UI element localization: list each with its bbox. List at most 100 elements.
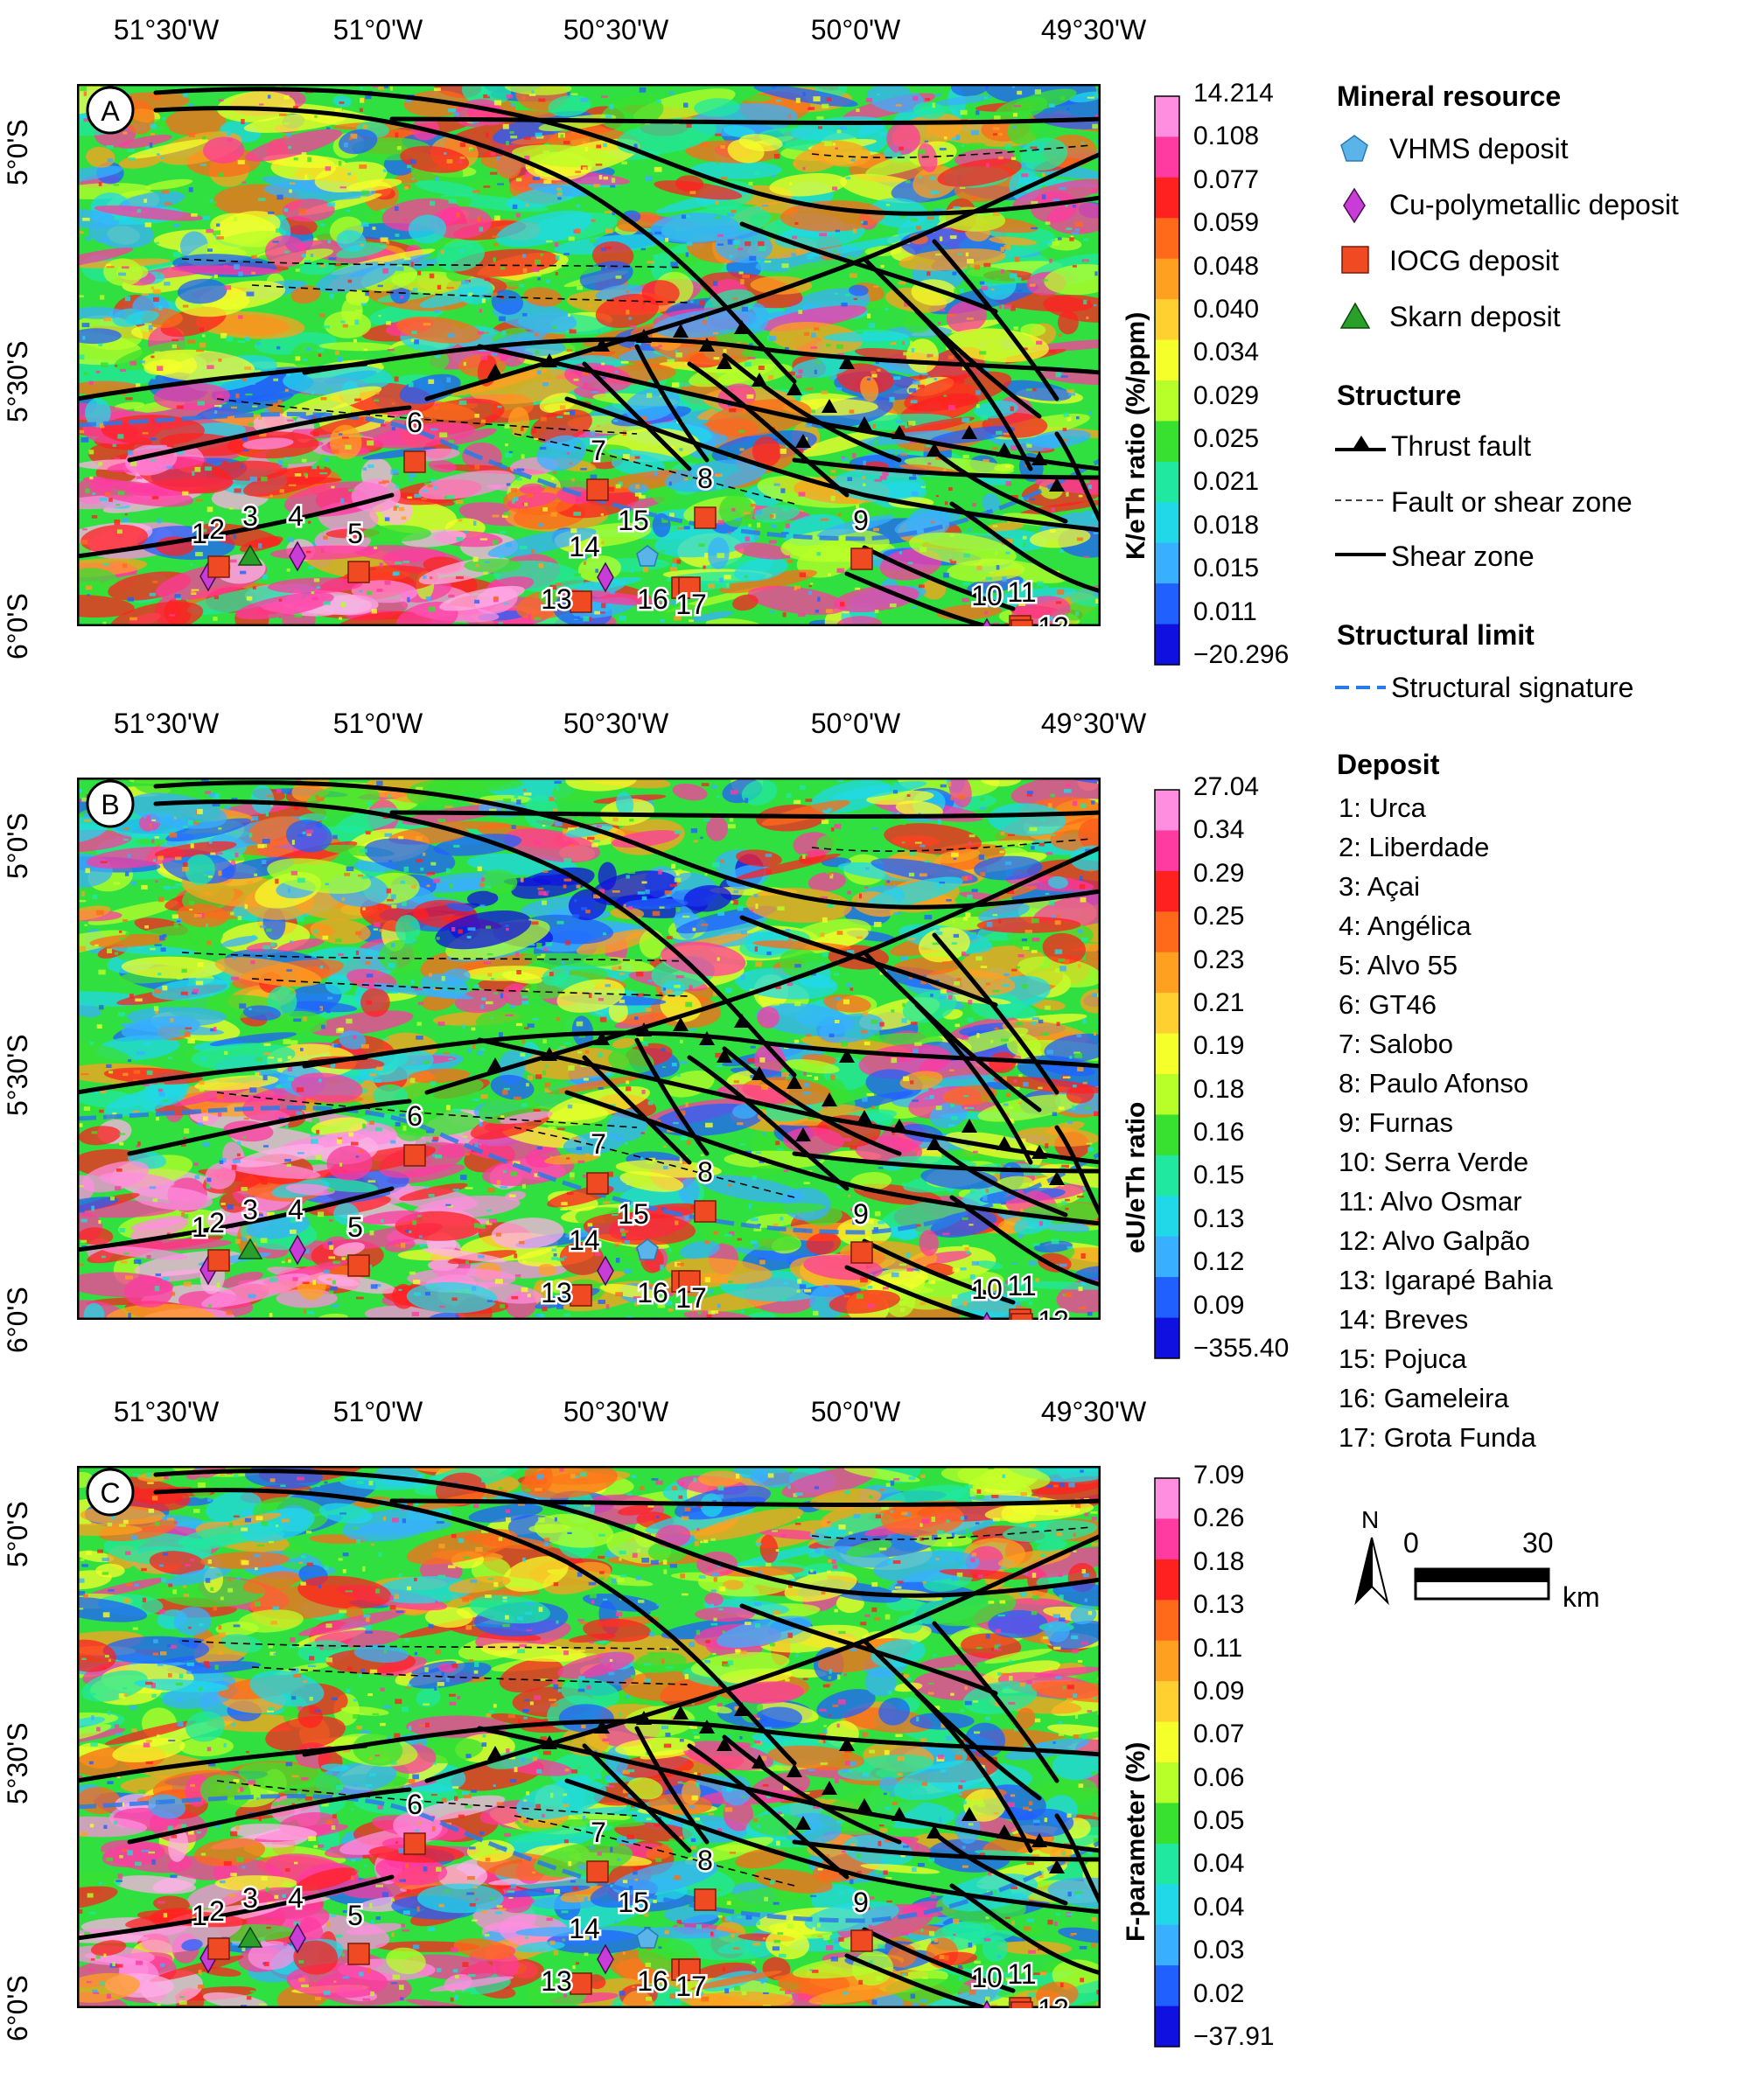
deposit-marker-7 — [586, 1172, 609, 1195]
shear-zone-symbol-icon — [1335, 553, 1386, 556]
deposit-marker-17 — [678, 1958, 701, 1981]
deposit-number-2: 2 — [209, 1207, 225, 1238]
deposit-list-item: 2: Liberdade — [1339, 832, 1490, 862]
deposit-marker-9 — [850, 548, 873, 570]
iocg-square-icon — [1341, 246, 1369, 274]
deposit-marker-3 — [237, 1926, 263, 1948]
longitude-label: 51°30'W — [113, 1396, 220, 1427]
colorbar-tick-label: 0.04 — [1193, 1892, 1245, 1922]
deposit-marker-12 — [1010, 619, 1033, 626]
legend-skarn-label: Skarn deposit — [1389, 301, 1561, 332]
colorbar-tick-label: 0.025 — [1193, 424, 1260, 454]
deposit-marker-2 — [207, 1249, 230, 1272]
panel-letter: B — [101, 789, 119, 820]
colorbar-tick-label: 0.059 — [1193, 208, 1260, 238]
deposit-marker-10 — [982, 1999, 992, 2008]
deposit-number-12: 12 — [1038, 1993, 1069, 2008]
longitude-label: 50°30'W — [563, 1396, 669, 1427]
legend-vhms-label: VHMS deposit — [1389, 133, 1569, 164]
deposit-list-item: 5: Alvo 55 — [1339, 950, 1458, 980]
colorbar — [1154, 789, 1180, 1359]
colorbar-tick-label: 0.077 — [1193, 164, 1260, 194]
longitude-label: 50°30'W — [563, 708, 669, 739]
deposit-marker-12 — [1010, 1313, 1033, 1320]
deposit-marker-6 — [403, 1144, 426, 1167]
longitude-label: 51°0'W — [332, 1396, 423, 1427]
longitude-label: 51°30'W — [113, 708, 220, 739]
legend-mineral-heading: Mineral resource — [1337, 80, 1562, 112]
colorbar-tick-label: 0.011 — [1193, 597, 1257, 626]
deposit-list-item: 16: Gameleira — [1339, 1383, 1509, 1413]
deposit-marker-5 — [347, 1254, 370, 1277]
longitude-label: 49°30'W — [1040, 1396, 1147, 1427]
latitude-label: 5°30'S — [2, 1722, 33, 1804]
colorbar-tick-label: 0.18 — [1193, 1074, 1245, 1104]
deposit-number-7: 7 — [591, 1128, 606, 1160]
latitude-label: 5°30'S — [2, 340, 33, 422]
deposit-marker-10 — [982, 617, 992, 626]
deposit-marker-13 — [570, 1972, 592, 1995]
legend-thrust-label: Thrust fault — [1391, 430, 1532, 462]
colorbar-tick-label: 0.04 — [1193, 1849, 1245, 1879]
deposit-number-11: 11 — [1007, 1958, 1036, 1990]
colorbar — [1154, 1477, 1180, 2048]
deposit-number-8: 8 — [697, 1156, 713, 1188]
scale-max-label: 30 — [1522, 1527, 1554, 1559]
deposit-number-16: 16 — [637, 1277, 668, 1308]
latitude-label: 6°0'S — [2, 593, 33, 659]
colorbar-tick-label: 0.16 — [1193, 1118, 1245, 1148]
panel-letter-badge: C — [86, 1468, 135, 1517]
colorbar-tick-label: 0.07 — [1193, 1720, 1245, 1749]
deposit-marker-14 — [597, 1943, 614, 1975]
deposit-number-15: 15 — [618, 1198, 649, 1230]
deposit-number-12: 12 — [1038, 1305, 1069, 1320]
deposit-marker-2 — [207, 1937, 230, 1960]
colorbar-tick-label: 0.18 — [1193, 1546, 1245, 1576]
legend-fault-label: Fault or shear zone — [1391, 486, 1633, 518]
colorbar-tick-label: −355.40 — [1193, 1334, 1290, 1363]
deposit-list-item: 17: Grota Funda — [1339, 1422, 1536, 1453]
colorbar-tick-label: 0.02 — [1193, 1978, 1245, 2008]
colorbar-tick-label: 14.214 — [1193, 79, 1274, 108]
deposit-marker-12 — [1010, 2001, 1033, 2008]
deposit-list-item: 14: Breves — [1339, 1304, 1469, 1335]
colorbar-tick-label: 0.15 — [1193, 1161, 1245, 1190]
deposit-number-3: 3 — [242, 500, 258, 532]
deposit-list-item: 1: Urca — [1339, 792, 1426, 823]
legend-shear-label: Shear zone — [1391, 541, 1535, 572]
deposit-marker-15 — [636, 1238, 659, 1260]
latitude-label: 5°0'S — [2, 1501, 33, 1567]
colorbar-tick-label: −20.296 — [1193, 640, 1290, 669]
deposit-number-9: 9 — [853, 1198, 869, 1230]
colorbar-tick-label: 0.040 — [1193, 294, 1260, 324]
deposit-marker-5 — [347, 561, 370, 583]
colorbar-tick-label: 0.34 — [1193, 815, 1245, 845]
deposit-number-2: 2 — [209, 1895, 225, 1927]
deposit-marker-4 — [289, 541, 306, 572]
deposit-number-5: 5 — [347, 1211, 363, 1243]
colorbar-tick-label: 0.021 — [1193, 467, 1260, 497]
deposit-list-item: 3: Açai — [1339, 871, 1421, 902]
raster-map-c: 1234567891011121314151617C — [77, 1466, 1101, 2008]
colorbar-tick-label: 0.09 — [1193, 1290, 1245, 1320]
colorbar-tick-label: 0.015 — [1193, 554, 1260, 583]
raster-map-b: 1234567891011121314151617B — [77, 778, 1101, 1320]
legend-limit-heading: Structural limit — [1337, 619, 1535, 651]
colorbar-tick-label: 0.108 — [1193, 122, 1260, 151]
colorbar-tick-label: 0.03 — [1193, 1936, 1245, 1965]
deposit-marker-3 — [237, 1238, 263, 1259]
deposit-marker-13 — [570, 590, 592, 613]
deposit-list-item: 9: Furnas — [1339, 1107, 1453, 1138]
deposit-number-9: 9 — [853, 1887, 869, 1918]
deposit-number-7: 7 — [591, 1817, 606, 1848]
deposit-marker-7 — [586, 478, 609, 501]
colorbar-title: eU/eTh ratio — [1122, 1101, 1150, 1253]
structural-signature-symbol-icon — [1335, 686, 1386, 689]
colorbar-tick-label: 0.19 — [1193, 1031, 1245, 1061]
deposit-list-item: 12: Alvo Galpão — [1339, 1225, 1530, 1256]
deposit-number-13: 13 — [541, 1277, 572, 1308]
deposit-marker-4 — [289, 1922, 306, 1954]
north-arrow-icon — [1354, 1537, 1389, 1606]
deposit-number-10: 10 — [971, 580, 1003, 611]
skarn-triangle-icon — [1339, 302, 1371, 329]
